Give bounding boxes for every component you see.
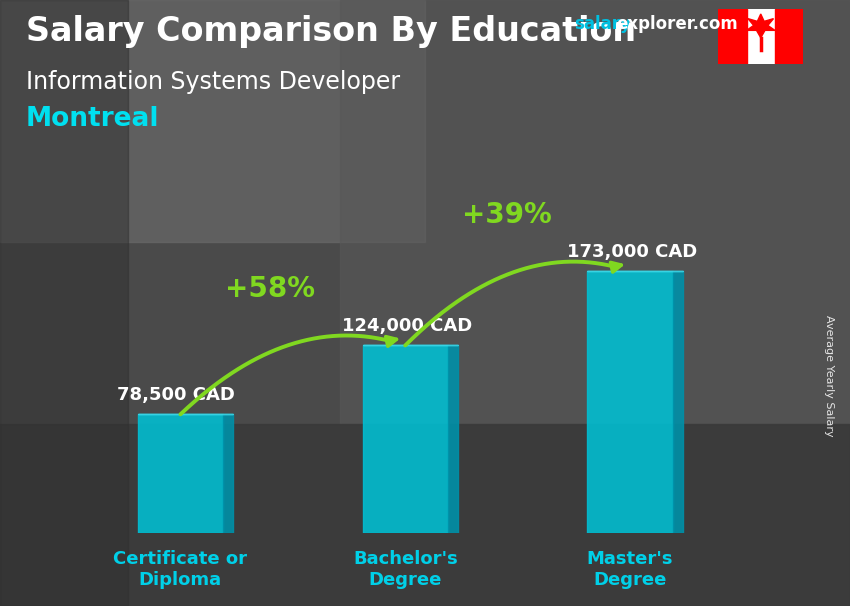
Text: 173,000 CAD: 173,000 CAD [567, 242, 697, 261]
Bar [746, 9, 775, 64]
Text: salary: salary [574, 15, 631, 33]
Polygon shape [673, 271, 683, 533]
Bar [340, 0, 850, 424]
Text: 78,500 CAD: 78,500 CAD [117, 386, 235, 404]
Text: +39%: +39% [462, 201, 552, 228]
Polygon shape [224, 415, 233, 533]
Polygon shape [138, 415, 224, 533]
Text: explorer.com: explorer.com [616, 15, 738, 33]
Bar [0, 0, 128, 606]
Polygon shape [363, 345, 448, 533]
Polygon shape [587, 271, 673, 533]
Bar [0, 424, 850, 606]
Text: Average Yearly Salary: Average Yearly Salary [824, 315, 834, 436]
Bar [775, 9, 803, 64]
Text: Information Systems Developer: Information Systems Developer [26, 70, 399, 94]
Bar [0, 0, 425, 242]
Bar [718, 9, 746, 64]
Polygon shape [448, 345, 458, 533]
Text: Montreal: Montreal [26, 106, 159, 132]
Text: +58%: +58% [225, 275, 315, 303]
Text: Salary Comparison By Education: Salary Comparison By Education [26, 15, 636, 48]
Text: 124,000 CAD: 124,000 CAD [343, 317, 473, 335]
Polygon shape [746, 14, 775, 38]
